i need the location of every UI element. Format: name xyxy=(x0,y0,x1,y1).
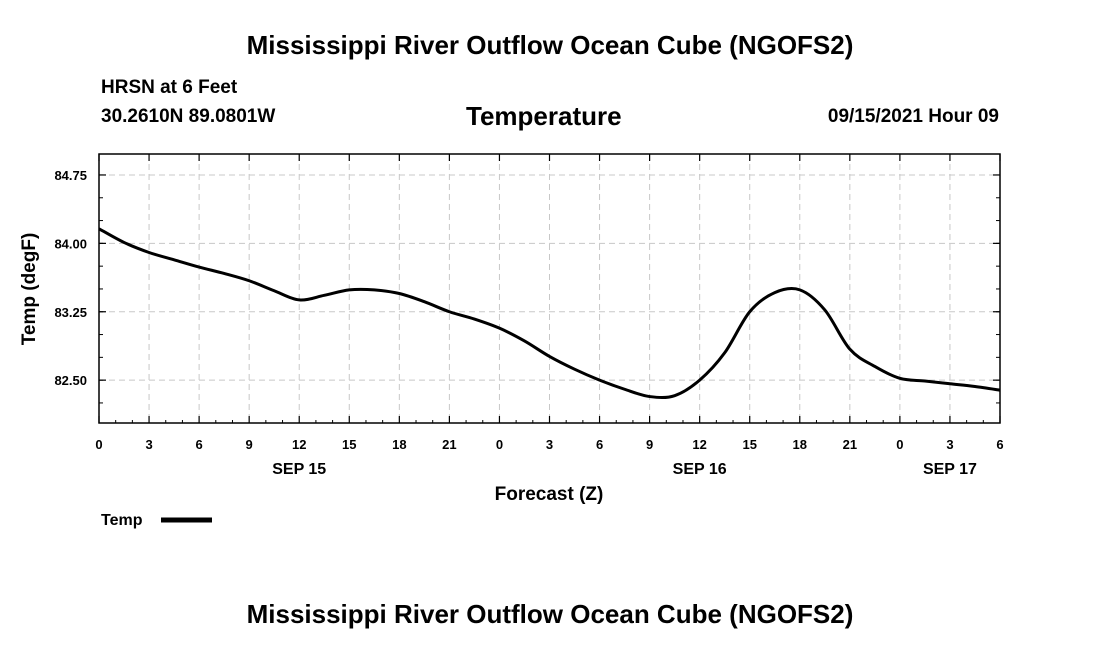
footer-title: Mississippi River Outflow Ocean Cube (NG… xyxy=(246,599,854,629)
plot-frame xyxy=(98,153,1001,424)
x-tick-label: 0 xyxy=(896,437,903,452)
x-tick-label: 9 xyxy=(246,437,253,452)
x-tick-label: 12 xyxy=(692,437,706,452)
day-label: SEP 15 xyxy=(272,461,326,478)
y-tick-label: 83.25 xyxy=(54,305,87,320)
x-tick-label: 3 xyxy=(145,437,152,452)
label-layer: 0 3 6 9 12 15 18 21 0 3 6 9 12 15 18 21 0 3 6 SEP 15 SEP 16 S… xyxy=(54,168,1003,478)
x-tick-label: 3 xyxy=(946,437,953,452)
station-label: HRSN at 6 Feet xyxy=(101,77,238,98)
x-tick-label: 6 xyxy=(996,437,1003,452)
x-tick-label: 3 xyxy=(546,437,553,452)
x-tick-label: 6 xyxy=(596,437,603,452)
x-tick-label: 12 xyxy=(292,437,306,452)
x-tick-label: 0 xyxy=(496,437,503,452)
chart-title: Mississippi River Outflow Ocean Cube (NG… xyxy=(246,30,854,60)
variable-title: Temperature xyxy=(466,101,622,131)
legend-label-temp: Temp xyxy=(101,512,143,529)
day-label: SEP 16 xyxy=(673,461,727,478)
x-axis-title: Forecast (Z) xyxy=(495,484,604,505)
day-label: SEP 17 xyxy=(923,461,977,478)
x-tick-label: 9 xyxy=(646,437,653,452)
x-tick-label: 21 xyxy=(442,437,456,452)
x-tick-label: 6 xyxy=(195,437,202,452)
series-layer xyxy=(98,227,1001,400)
x-tick-label: 15 xyxy=(342,437,356,452)
forecast-datetime: 09/15/2021 Hour 09 xyxy=(827,106,999,127)
y-tick-label: 84.75 xyxy=(54,168,87,183)
x-tick-label: 15 xyxy=(742,437,756,452)
station-coordinates: 30.2610N 89.0801W xyxy=(101,106,276,127)
y-tick-label: 84.00 xyxy=(54,236,87,251)
y-tick-label: 82.50 xyxy=(54,373,87,388)
x-tick-label: 0 xyxy=(95,437,102,452)
grid-layer xyxy=(98,154,1001,423)
y-axis-title: Temp (degF) xyxy=(19,233,40,346)
x-tick-label: 18 xyxy=(793,437,807,452)
x-tick-label: 21 xyxy=(843,437,857,452)
x-tick-label: 18 xyxy=(392,437,406,452)
series-line-temp xyxy=(98,227,1001,400)
